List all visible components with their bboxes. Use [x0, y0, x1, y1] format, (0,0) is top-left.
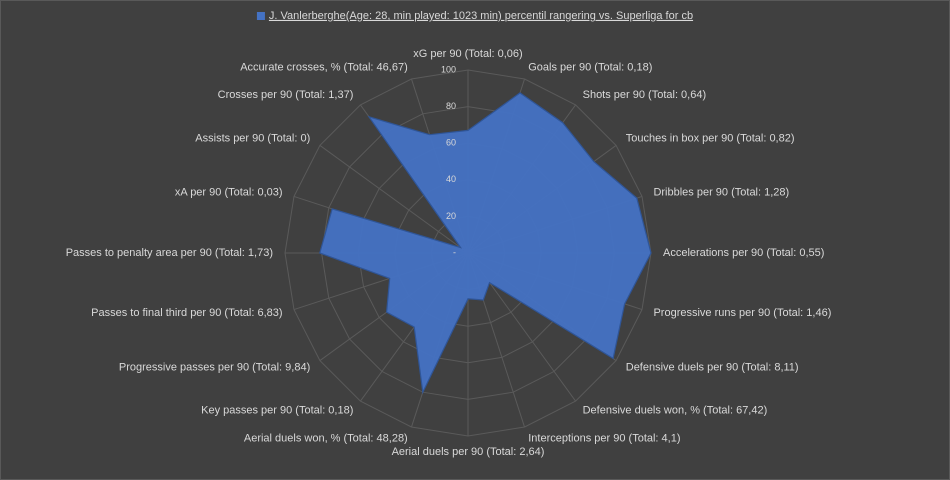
r-tick-label: 20: [446, 211, 456, 221]
category-label: xG per 90 (Total: 0,06): [413, 48, 522, 60]
category-label: Passes to final third per 90 (Total: 6,8…: [91, 307, 282, 319]
category-label: Progressive passes per 90 (Total: 9,84): [119, 362, 310, 374]
r-tick-label: 80: [446, 101, 456, 111]
category-label: Defensive duels per 90 (Total: 8,11): [626, 362, 799, 374]
category-label: Shots per 90 (Total: 0,64): [583, 89, 707, 101]
category-label: Crosses per 90 (Total: 1,37): [218, 89, 354, 101]
category-label: Assists per 90 (Total: 0): [195, 132, 310, 144]
r-tick-label: 60: [446, 138, 456, 148]
category-label: Passes to penalty area per 90 (Total: 1,…: [66, 247, 273, 259]
r-tick-label: 100: [441, 64, 456, 74]
spoke: [319, 145, 469, 254]
category-label: Aerial duels per 90 (Total: 2,64): [392, 446, 545, 458]
category-label: Key passes per 90 (Total: 0,18): [201, 405, 353, 417]
category-label: Goals per 90 (Total: 0,18): [528, 61, 652, 73]
category-label: Touches in box per 90 (Total: 0,82): [626, 132, 795, 144]
r-tick-label: -: [453, 247, 456, 257]
category-label: xA per 90 (Total: 0,03): [175, 187, 283, 199]
category-label: Progressive runs per 90 (Total: 1,46): [653, 307, 831, 319]
legend-swatch: [256, 12, 265, 20]
radar-area: [319, 92, 652, 395]
category-label: Accurate crosses, % (Total: 46,67): [240, 61, 408, 73]
category-label: Aerial duels won, % (Total: 48,28): [244, 432, 408, 444]
category-label: Defensive duels won, % (Total: 67,42): [583, 405, 768, 417]
category-label: Interceptions per 90 (Total: 4,1): [528, 432, 680, 444]
r-tick-label: 40: [446, 174, 456, 184]
category-label: Accelerations per 90 (Total: 0,55): [663, 247, 824, 259]
category-label: Dribbles per 90 (Total: 1,28): [653, 187, 789, 199]
legend-label: J. Vanlerberghe(Age: 28, min played: 102…: [269, 10, 693, 22]
